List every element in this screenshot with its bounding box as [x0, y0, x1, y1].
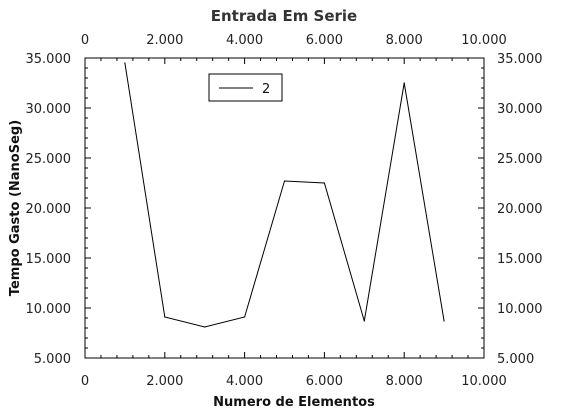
y-tick-label-left: 15.000	[26, 252, 72, 267]
y-tick-label-left: 30.000	[26, 102, 72, 117]
data-point	[444, 320, 445, 321]
data-point	[364, 320, 365, 321]
x-tick-label-bottom: 4.000	[226, 374, 263, 389]
x-axis-label: Numero de Elementos	[213, 395, 375, 410]
y-tick-label-right: 5.000	[497, 352, 534, 367]
x-tick-label-bottom: 2.000	[146, 374, 183, 389]
y-tick-label-right: 10.000	[497, 302, 543, 317]
x-tick-label-bottom: 10.000	[461, 374, 507, 389]
y-tick-label-left: 10.000	[26, 302, 72, 317]
data-point	[244, 316, 245, 317]
x-tick-label-top: 0	[81, 33, 89, 48]
data-point	[164, 316, 165, 317]
legend-label: 2	[262, 82, 270, 97]
data-point	[324, 182, 325, 183]
data-point	[284, 180, 285, 181]
x-tick-label-top: 8.000	[386, 33, 423, 48]
x-tick-label-top: 6.000	[306, 33, 343, 48]
data-point	[204, 326, 205, 327]
x-tick-label-bottom: 6.000	[306, 374, 343, 389]
x-tick-label-bottom: 0	[81, 374, 89, 389]
y-tick-label-left: 20.000	[26, 202, 72, 217]
x-tick-label-top: 10.000	[461, 33, 507, 48]
y-tick-label-right: 35.000	[497, 52, 543, 67]
data-point	[404, 82, 405, 83]
y-tick-label-right: 20.000	[497, 202, 543, 217]
x-tick-label-top: 4.000	[226, 33, 263, 48]
axes-ticks: 0 0 2.000 2.000 4.000 4.000 6.000 6.000 8.000 8.0…	[26, 33, 543, 389]
y-tick-label-left: 35.000	[26, 52, 72, 67]
y-tick-label-right: 25.000	[497, 152, 543, 167]
x-tick-label-top: 2.000	[146, 33, 183, 48]
x-tick-label-bottom: 8.000	[386, 374, 423, 389]
data-point	[124, 62, 125, 63]
y-tick-label-left: 5.000	[34, 352, 71, 367]
plot-area	[85, 58, 484, 358]
series-line	[125, 63, 444, 327]
legend: 2	[209, 74, 282, 101]
series-layer	[124, 62, 444, 327]
y-axis-label: Tempo Gasto (NanoSeg)	[8, 120, 23, 296]
y-tick-label-right: 15.000	[497, 252, 543, 267]
y-tick-label-left: 25.000	[26, 152, 72, 167]
chart-title: Entrada Em Serie	[211, 7, 357, 25]
y-tick-label-right: 30.000	[497, 102, 543, 117]
